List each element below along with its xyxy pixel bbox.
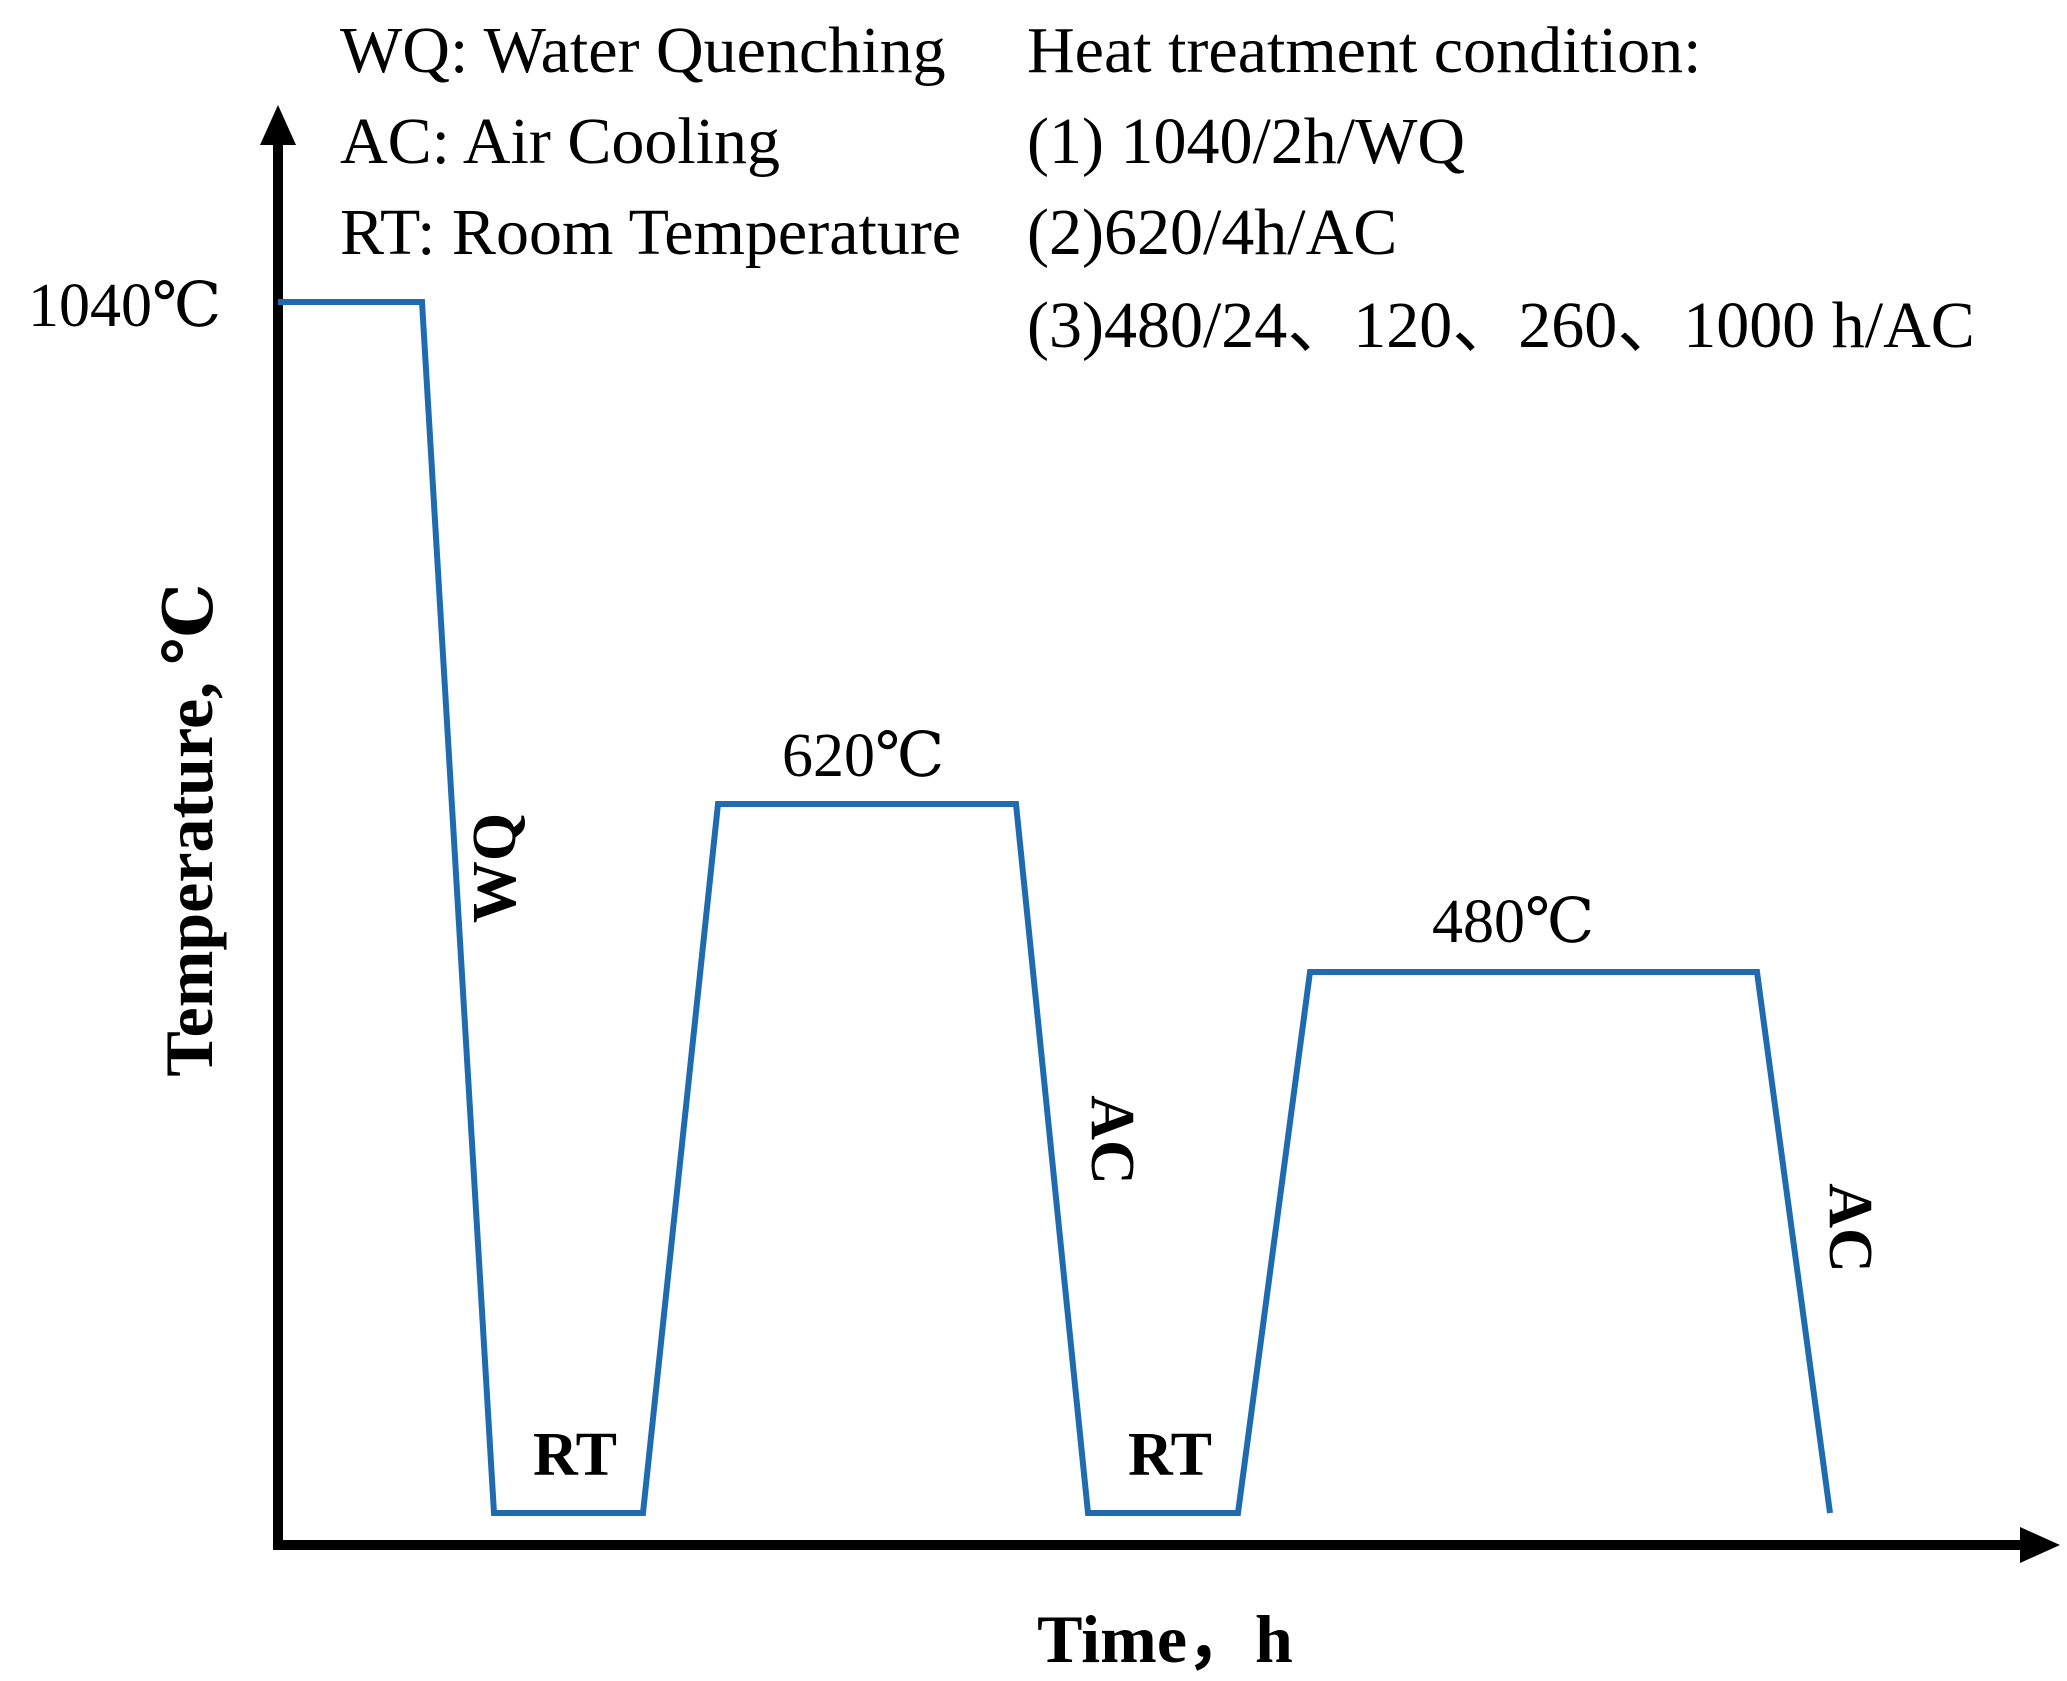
y-axis-title: Temperature, ℃ [151,583,227,1076]
ac-segment-label-1: AC [1078,1095,1146,1185]
legend-rt: RT: Room Temperature [340,196,961,269]
rt-label-1: RT [533,1421,617,1489]
legend-ac: AC: Air Cooling [340,105,780,178]
condition-1: (1) 1040/2h/WQ [1027,105,1465,178]
legend-wq: WQ: Water Quenching [340,14,946,87]
rt-label-2: RT [1128,1421,1212,1489]
ac-segment-label-2: AC [1816,1183,1884,1273]
x-axis-title: Time，h [1037,1601,1293,1677]
temperature-profile-line [278,299,1833,1516]
y-axis-arrow-icon [260,105,296,145]
level-1040-label: 1040℃ [28,272,221,340]
level-480-label: 480℃ [1432,888,1594,956]
x-axis-arrow-icon [2020,1527,2060,1563]
conditions-title: Heat treatment condition: [1027,14,1701,87]
wq-segment-label: WQ [461,813,529,923]
level-620-label: 620℃ [782,722,944,790]
condition-3: (3)480/24、120、260、1000 h/AC [1027,289,1975,362]
condition-2: (2)620/4h/AC [1027,196,1397,269]
